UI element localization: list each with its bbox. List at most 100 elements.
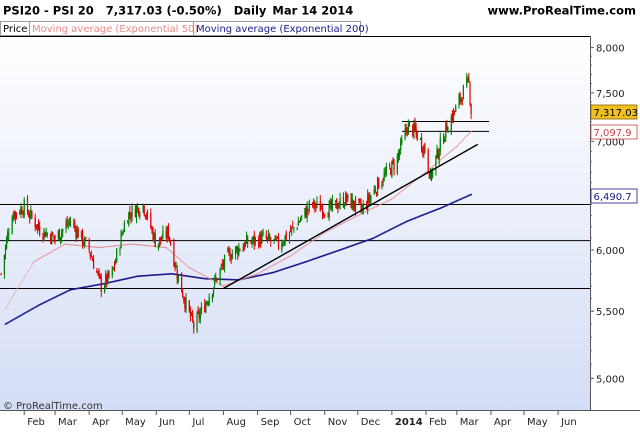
candle — [245, 231, 248, 245]
candle-body — [323, 213, 325, 214]
candle-body — [296, 228, 298, 229]
ema200-point — [197, 276, 199, 279]
ema50-point — [199, 272, 201, 274]
y-tick-label: 8,000 — [596, 43, 625, 54]
candle — [288, 231, 291, 244]
ema50-point — [45, 254, 47, 256]
candle-body — [461, 100, 463, 102]
ema200-point — [265, 273, 268, 275]
candle-body — [467, 77, 469, 82]
candle — [66, 215, 68, 228]
candle-body — [73, 222, 75, 224]
candle-body — [307, 209, 309, 210]
candle-body — [59, 237, 62, 242]
legend-price[interactable]: Price — [3, 24, 27, 35]
candle-body — [375, 192, 378, 194]
candle-body — [328, 204, 330, 220]
candle-body — [431, 168, 434, 177]
ema200-point — [160, 273, 163, 276]
legend-ema200[interactable]: Moving average (Exponential 200) — [196, 24, 369, 35]
ema200-point — [193, 276, 195, 278]
ema50-point — [449, 151, 451, 153]
ema50-point — [222, 285, 225, 287]
candle — [100, 273, 102, 298]
ema200-point — [457, 199, 460, 201]
candle — [208, 293, 210, 306]
ema200-point — [65, 291, 67, 293]
candle-body — [238, 247, 240, 255]
candle — [168, 236, 171, 243]
ema50-point — [450, 150, 452, 152]
candle-body — [281, 244, 283, 250]
candle-body — [130, 217, 132, 218]
ema200-point — [268, 272, 271, 275]
candle — [151, 225, 153, 234]
ema50-point — [325, 231, 327, 233]
candle-body — [351, 198, 353, 210]
ema200-point — [330, 252, 332, 254]
ema50-point — [386, 200, 388, 203]
trendline-segment — [223, 143, 479, 290]
ema50-point — [57, 247, 59, 249]
ema200-point — [274, 270, 277, 273]
ema200-point — [438, 207, 440, 210]
ema200-point — [53, 296, 55, 299]
candle — [65, 218, 67, 234]
candle — [243, 241, 245, 251]
candle — [85, 237, 87, 240]
ema200-point — [119, 279, 122, 281]
ema50-point — [123, 244, 125, 246]
candle — [277, 233, 280, 251]
candle — [88, 237, 90, 254]
ema50-point — [230, 282, 232, 284]
candle — [259, 231, 261, 248]
ema200-point — [144, 274, 147, 277]
candle — [308, 199, 310, 213]
ema50-point — [135, 243, 137, 246]
ema200-point — [50, 298, 53, 300]
candle — [223, 254, 226, 273]
ema50-point — [224, 284, 226, 287]
candle — [415, 122, 417, 139]
ema200-point — [464, 196, 466, 198]
ema50-point — [89, 246, 91, 248]
candle-body — [305, 209, 307, 218]
candle-body — [321, 207, 324, 216]
ema200-point — [11, 319, 13, 322]
ema200-point — [321, 255, 323, 258]
ema50-point — [16, 288, 18, 290]
ema200-point — [344, 247, 347, 249]
ema50-point — [142, 244, 144, 246]
candle — [470, 103, 472, 120]
ema50-point — [286, 257, 288, 259]
x-tick-label: Dec — [361, 417, 380, 428]
candle-body — [188, 300, 190, 311]
candle — [229, 247, 231, 262]
ema200-point — [301, 262, 303, 264]
ema50-point — [221, 284, 223, 287]
candle-body — [97, 272, 99, 273]
candle-body — [11, 220, 13, 234]
ema200-point — [345, 246, 348, 249]
ema200-point — [291, 265, 294, 267]
candle — [139, 210, 141, 220]
ema200-point — [186, 275, 189, 277]
candle — [114, 258, 117, 265]
candle-body — [230, 258, 232, 260]
candle-body — [289, 230, 292, 232]
candle — [424, 142, 426, 154]
ema200-point — [435, 208, 438, 211]
candle — [459, 91, 461, 105]
ema200-point — [113, 280, 115, 283]
ema50-point — [186, 265, 188, 267]
ema200-point — [73, 288, 76, 290]
ema50-point — [393, 196, 396, 198]
candle-body — [197, 310, 199, 313]
legend-ema50[interactable]: Moving average (Exponential 50) — [32, 24, 198, 35]
ema50-point — [26, 273, 28, 275]
ema200-point — [323, 254, 326, 257]
ema50-point — [50, 251, 52, 253]
ema50-point — [380, 203, 383, 205]
candle — [206, 300, 208, 306]
ema50-point — [52, 250, 54, 252]
